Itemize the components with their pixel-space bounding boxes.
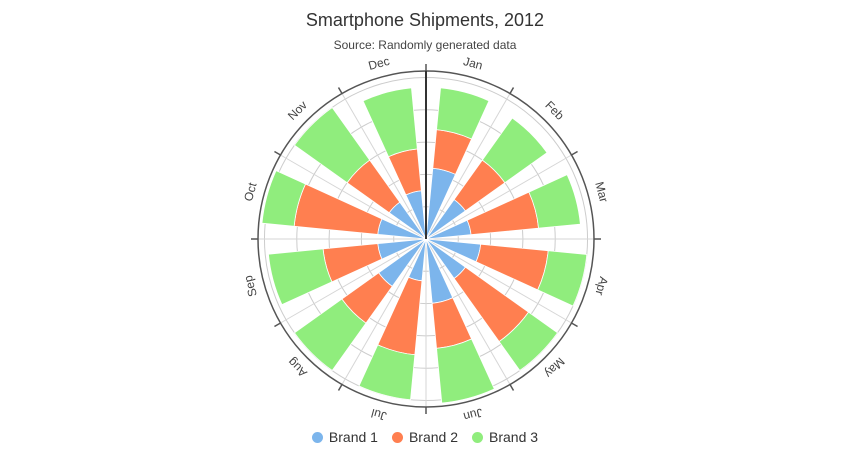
month-label-nov: Nov [285, 98, 310, 123]
legend-swatch-brand-3 [472, 431, 484, 443]
bar-brand-2-dec[interactable] [387, 148, 422, 196]
axis-tick [509, 384, 515, 391]
bar-brand-3-dec[interactable] [362, 87, 418, 158]
bar-brand-3-oct[interactable] [261, 170, 306, 227]
legend-label-brand-3: Brand 3 [489, 429, 539, 445]
month-label-feb: Feb [542, 98, 567, 123]
grid-spoke [280, 154, 427, 240]
bar-brand-3-jan[interactable] [436, 87, 490, 140]
bar-brand-3-may[interactable] [498, 311, 559, 372]
bar-brand-3-feb[interactable] [481, 117, 548, 184]
axis-tick [337, 87, 343, 94]
grid-spoke [341, 93, 427, 240]
bar-brand-3-jun[interactable] [436, 338, 495, 404]
month-label-dec: Dec [367, 54, 391, 73]
axis-tick [274, 150, 281, 156]
month-label-sep: Sep [241, 274, 260, 299]
polar-axis [251, 64, 601, 414]
legend: Brand 1 Brand 2 Brand 3 [0, 429, 850, 445]
grid-spoke [425, 238, 511, 385]
grid-spoke [280, 238, 427, 324]
legend-label-brand-2: Brand 2 [408, 429, 459, 445]
legend-swatch-brand-1 [311, 431, 323, 443]
axis-tick [274, 322, 281, 328]
chart-title: Smartphone Shipments, 2012 [305, 10, 545, 30]
month-label-jan: Jan [462, 54, 484, 73]
bar-brand-3-sep[interactable] [267, 248, 333, 306]
bar-brand-3-jul[interactable] [358, 344, 416, 401]
legend-swatch-brand-2 [391, 431, 403, 443]
bar-brand-2-jun[interactable] [431, 297, 473, 349]
axis-tick [337, 384, 343, 391]
month-label-oct: Oct [241, 180, 260, 202]
chart-subtitle: Source: Randomly generated data [333, 38, 517, 52]
axis-tick [509, 87, 515, 94]
bar-brand-3-nov[interactable] [293, 106, 371, 184]
month-label-mar: Mar [592, 180, 611, 204]
grid-spoke [425, 93, 511, 240]
legend-item-brand-3[interactable]: Brand 3 [472, 429, 538, 445]
grid-spoke [341, 238, 427, 385]
bar-brand-3-apr[interactable] [537, 250, 588, 307]
grid-spoke [425, 238, 572, 324]
bar-brand-3-aug[interactable] [293, 298, 367, 372]
axis-tick [571, 150, 578, 156]
month-label-may: May [542, 355, 568, 381]
month-label-apr: Apr [592, 275, 610, 297]
month-label-jun: Jun [462, 405, 484, 424]
legend-label-brand-1: Brand 1 [328, 429, 378, 445]
legend-item-brand-2[interactable]: Brand 2 [391, 429, 459, 445]
bar-brand-3-mar[interactable] [528, 174, 581, 229]
polar-bars [261, 87, 588, 404]
month-label-jul: Jul [370, 406, 388, 423]
month-label-aug: Aug [285, 355, 310, 380]
axis-tick [571, 322, 578, 328]
legend-item-brand-1[interactable]: Brand 1 [311, 429, 378, 445]
grid-spoke [425, 154, 572, 240]
